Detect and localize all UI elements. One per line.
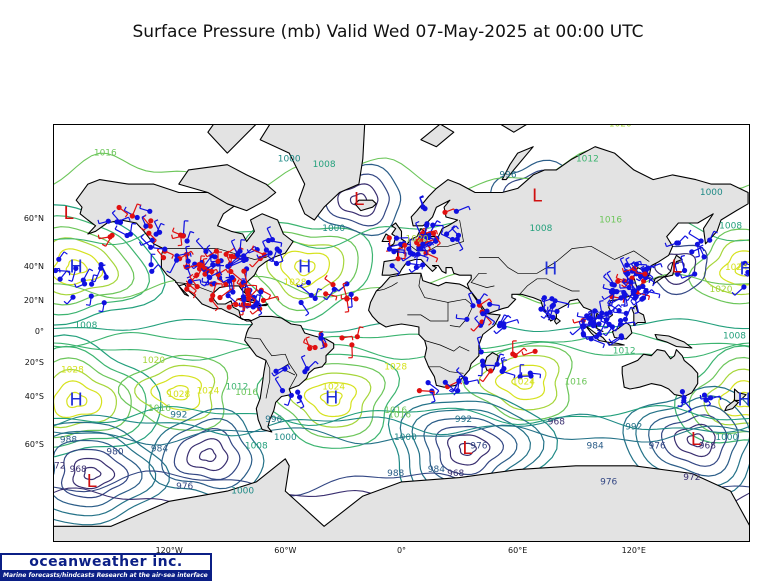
isobar-value-label: 1016 (384, 406, 407, 416)
low-pressure-marker: L (63, 203, 73, 224)
longitude-tick-label: 120°E (621, 546, 646, 555)
isobar-value-label: 1016 (599, 216, 622, 226)
isobar-value-label: 988 (387, 469, 404, 479)
isobar-value-label: 1008 (313, 160, 336, 170)
isobar-value-label: 980 (106, 448, 123, 458)
longitude-tick-label: 120°W (155, 546, 183, 555)
isobar-value-label: 992 (625, 422, 642, 432)
isobar-value-label: 1000 (715, 433, 738, 443)
high-pressure-marker: H (325, 387, 339, 408)
isobar-value-label: 1000 (231, 487, 254, 497)
isobar-labels: 1016 1020 1000 1008 1000 1020 1020 1012 996 1008 1… (53, 124, 748, 497)
high-pressure-marker: H (737, 389, 750, 410)
longitude-tick-label: 60°E (508, 546, 528, 555)
isobar-value-label: 1020 (710, 285, 733, 295)
isobar-value-label: 968 (70, 465, 87, 475)
low-pressure-marker: L (671, 257, 681, 278)
isobar-value-label: 1008 (245, 442, 268, 452)
isobar-value-label: 988 (60, 436, 77, 446)
pressure-centers: H H H H H H H L L L L L L L (63, 185, 750, 492)
isobar-value-label: 1016 (235, 388, 258, 398)
latitude-tick-label: 20°S (24, 357, 44, 367)
isobar-value-label: 1008 (529, 224, 552, 234)
latitude-tick-label: 40°N (23, 261, 44, 271)
high-pressure-marker: H (298, 257, 312, 278)
latitude-tick-label: 0° (34, 327, 44, 336)
logo-name: oceanweather inc. (2, 555, 210, 570)
isobar-value-label: 1028 (384, 362, 407, 372)
isobar-value-label: 1024 (725, 263, 748, 273)
isobar-value-label: 1012 (225, 383, 248, 393)
isobar-value-label: 1020 (406, 235, 429, 245)
isobar-value-label: 976 (649, 442, 666, 452)
low-pressure-marker: L (87, 471, 97, 492)
isobar-value-label: 1028 (61, 366, 84, 376)
latitude-tick-label: 60°N (23, 214, 44, 224)
isobar-value-label: 1012 (613, 347, 636, 357)
isobar-value-label: 968 (699, 442, 716, 452)
isobar-value-label: 1020 (609, 124, 632, 130)
longitude-tick-label: 60°W (274, 546, 297, 555)
logo-tagline: Marine forecasts/hindcasts Research at t… (3, 572, 208, 579)
isobar-value-label: 1008 (719, 221, 742, 231)
isobar-value-label: 1016 (564, 377, 587, 387)
isobar-value-label: 996 (499, 170, 516, 180)
low-pressure-marker: L (532, 185, 542, 206)
isobar-value-label: 984 (587, 442, 604, 452)
isobar-value-label: 1008 (74, 321, 97, 331)
high-pressure-marker: H (69, 389, 83, 410)
isobar-value-label: 1000 (700, 188, 723, 198)
isobar-value-label: 1028 (284, 278, 307, 288)
isobar-value-label: 968 (447, 469, 464, 479)
longitude-tick-label: 0° (396, 546, 407, 555)
isobar-value-label: 992 (455, 415, 472, 425)
low-pressure-marker: L (691, 429, 701, 450)
isobar-value-label: 976 (176, 482, 193, 492)
isobar-value-label: 972 (683, 473, 700, 483)
low-pressure-marker: L (354, 189, 364, 210)
isobar-value-label: 996 (265, 415, 282, 425)
isobar-value-label: 1028 (167, 390, 190, 400)
isobar-value-label: 1008 (723, 332, 746, 342)
latitude-tick-label: 20°N (23, 296, 44, 306)
isobar-value-label: 1016 (94, 149, 117, 159)
oceanweather-logo[interactable]: oceanweather inc. Marine forecasts/hindc… (0, 553, 212, 581)
isobar-value-label: 1024 (512, 377, 535, 387)
map-panel: 1016 1020 1000 1008 1000 1020 1020 1012 996 1008 1… (53, 124, 750, 542)
isobar-value-label: 984 (428, 465, 445, 475)
isobar-value-label: 1024 (196, 386, 219, 396)
isobar-value-label: 1016 (148, 404, 171, 414)
isobar-value-label: 972 (53, 461, 65, 471)
isobar-value-label: 976 (600, 477, 617, 487)
station-observations (53, 195, 750, 413)
isobar-value-label: 992 (170, 411, 187, 421)
isobar-value-label: 968 (548, 418, 565, 428)
isobar-value-label: 976 (470, 442, 487, 452)
high-pressure-marker: H (544, 259, 558, 280)
isobar-value-label: 1000 (278, 155, 301, 165)
chart-title: Surface Pressure (mb) Valid Wed 07-May-2… (132, 22, 644, 42)
low-pressure-marker: L (462, 438, 472, 459)
isobar-value-label: 1024 (322, 383, 345, 393)
isobar-value-label: 1020 (142, 356, 165, 366)
pressure-map: 1016 1020 1000 1008 1000 1020 1020 1012 996 1008 1… (53, 124, 750, 542)
isobar-value-label: 1012 (576, 155, 599, 165)
high-pressure-marker: H (69, 257, 83, 278)
isobar-value-label: 1000 (394, 433, 417, 443)
isobar-value-label: 1000 (274, 433, 297, 443)
isobar-value-label: 1016 (388, 411, 411, 421)
latitude-tick-label: 60°S (24, 439, 44, 449)
isobar-value-label: 984 (151, 445, 168, 455)
high-pressure-marker: H (739, 259, 750, 280)
latitude-tick-label: 40°S (24, 392, 44, 402)
isobar-value-label: 1000 (322, 224, 345, 234)
